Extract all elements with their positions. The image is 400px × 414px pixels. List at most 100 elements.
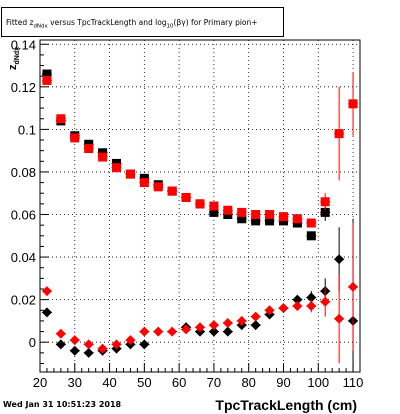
data-point-square-red	[334, 86, 345, 181]
diamond-marker	[306, 292, 317, 303]
square-marker	[306, 231, 316, 241]
diamond-marker	[320, 296, 331, 307]
square-marker	[237, 214, 247, 224]
data-point-diamond-red	[348, 223, 359, 351]
diamond-marker	[139, 339, 150, 350]
data-point-diamond-red	[125, 335, 136, 346]
square-marker	[237, 207, 247, 217]
square-marker	[209, 201, 219, 211]
diamond-marker	[181, 324, 192, 335]
data-point-diamond-red	[111, 339, 122, 350]
data-point-diamond-black	[41, 307, 52, 318]
data-point-diamond-red	[264, 305, 275, 316]
diamond-marker	[153, 326, 164, 337]
data-point-square-red	[208, 201, 219, 211]
x-tick-label: 100	[307, 375, 329, 390]
data-point-square-red	[292, 214, 303, 224]
data-point-diamond-black	[69, 345, 80, 356]
footer-date: Wed Jan 31 10:51:23 2018	[3, 400, 122, 409]
data-point-square-red	[348, 71, 359, 136]
data-point-square-red	[250, 210, 261, 220]
diamond-marker	[222, 326, 233, 337]
y-tick-label: 0.12	[11, 80, 36, 95]
square-marker	[42, 69, 52, 79]
data-point-square-black	[306, 231, 317, 241]
square-marker	[153, 182, 163, 192]
data-point-diamond-red	[69, 335, 80, 346]
diamond-marker	[334, 313, 345, 324]
square-marker	[348, 99, 358, 109]
data-point-diamond-black	[222, 326, 233, 337]
square-marker	[125, 169, 135, 179]
data-point-square-red	[236, 207, 247, 217]
data-point-square-red	[83, 144, 94, 154]
x-tick-label: 70	[207, 375, 221, 390]
y-axis-label: zdNdx	[7, 47, 21, 70]
data-point-diamond-red	[222, 318, 233, 329]
diamond-marker	[292, 294, 303, 305]
square-marker	[195, 199, 205, 209]
data-point-square-black	[208, 207, 219, 217]
diamond-marker	[264, 305, 275, 316]
diamond-marker	[222, 318, 233, 329]
diamond-marker	[334, 254, 345, 265]
data-point-diamond-red	[292, 301, 303, 312]
data-point-square-black	[236, 214, 247, 224]
data-point-diamond-black	[55, 339, 66, 350]
diamond-marker	[69, 345, 80, 356]
data-point-diamond-red	[278, 303, 289, 314]
data-point-square-red	[111, 163, 122, 173]
data-point-square-red	[222, 205, 233, 215]
diamond-marker	[236, 315, 247, 326]
title-box: Fitted zdNdx versus TpcTrackLength and l…	[1, 7, 284, 37]
square-marker	[334, 129, 344, 139]
data-point-diamond-red	[167, 326, 178, 337]
data-point-square-red	[69, 133, 80, 143]
data-point-diamond-red	[320, 286, 331, 317]
diamond-marker	[111, 339, 122, 350]
diamond-marker	[83, 339, 94, 350]
data-point-diamond-red	[97, 343, 108, 354]
square-marker	[209, 207, 219, 217]
square-marker	[84, 144, 94, 154]
data-point-diamond-red	[55, 328, 66, 339]
data-point-diamond-black	[83, 347, 94, 358]
diamond-marker	[55, 339, 66, 350]
diamond-marker	[195, 322, 205, 333]
data-point-square-red	[278, 212, 289, 222]
data-point-square-black	[264, 216, 275, 226]
y-tick-label: 0.04	[11, 250, 36, 265]
data-point-diamond-red	[139, 326, 150, 337]
data-point-diamond-red	[306, 299, 317, 313]
y-tick-label: 0.08	[11, 165, 36, 180]
diamond-marker	[208, 326, 219, 337]
x-tick-label: 80	[241, 375, 255, 390]
square-marker	[98, 152, 108, 162]
x-tick-label: 90	[276, 375, 290, 390]
diamond-marker	[97, 343, 108, 354]
data-point-diamond-black	[139, 339, 150, 350]
diamond-marker	[292, 301, 303, 312]
y-tick-label: 0.06	[11, 208, 36, 223]
axis-ticks	[39, 43, 361, 372]
y-tick-label: 0.14	[11, 37, 36, 52]
diamond-marker	[278, 303, 289, 314]
x-tick-label: 30	[68, 375, 82, 390]
square-marker	[70, 133, 80, 143]
data-point-square-red	[97, 152, 108, 162]
data-point-square-black	[250, 216, 261, 226]
data-point-square-red	[181, 192, 192, 202]
data-point-square-red	[153, 182, 164, 192]
diamond-marker	[306, 301, 317, 312]
square-marker	[56, 114, 66, 124]
diamond-marker	[167, 326, 178, 337]
diamond-marker	[69, 335, 80, 346]
x-tick-label: 110	[343, 375, 364, 390]
square-marker	[320, 197, 330, 207]
data-point-square-red	[167, 186, 178, 196]
diamond-marker	[83, 347, 94, 358]
data-point-diamond-red	[83, 339, 94, 350]
data-point-square-red	[195, 199, 205, 209]
data-points	[41, 69, 359, 372]
grid-lines	[40, 40, 360, 372]
